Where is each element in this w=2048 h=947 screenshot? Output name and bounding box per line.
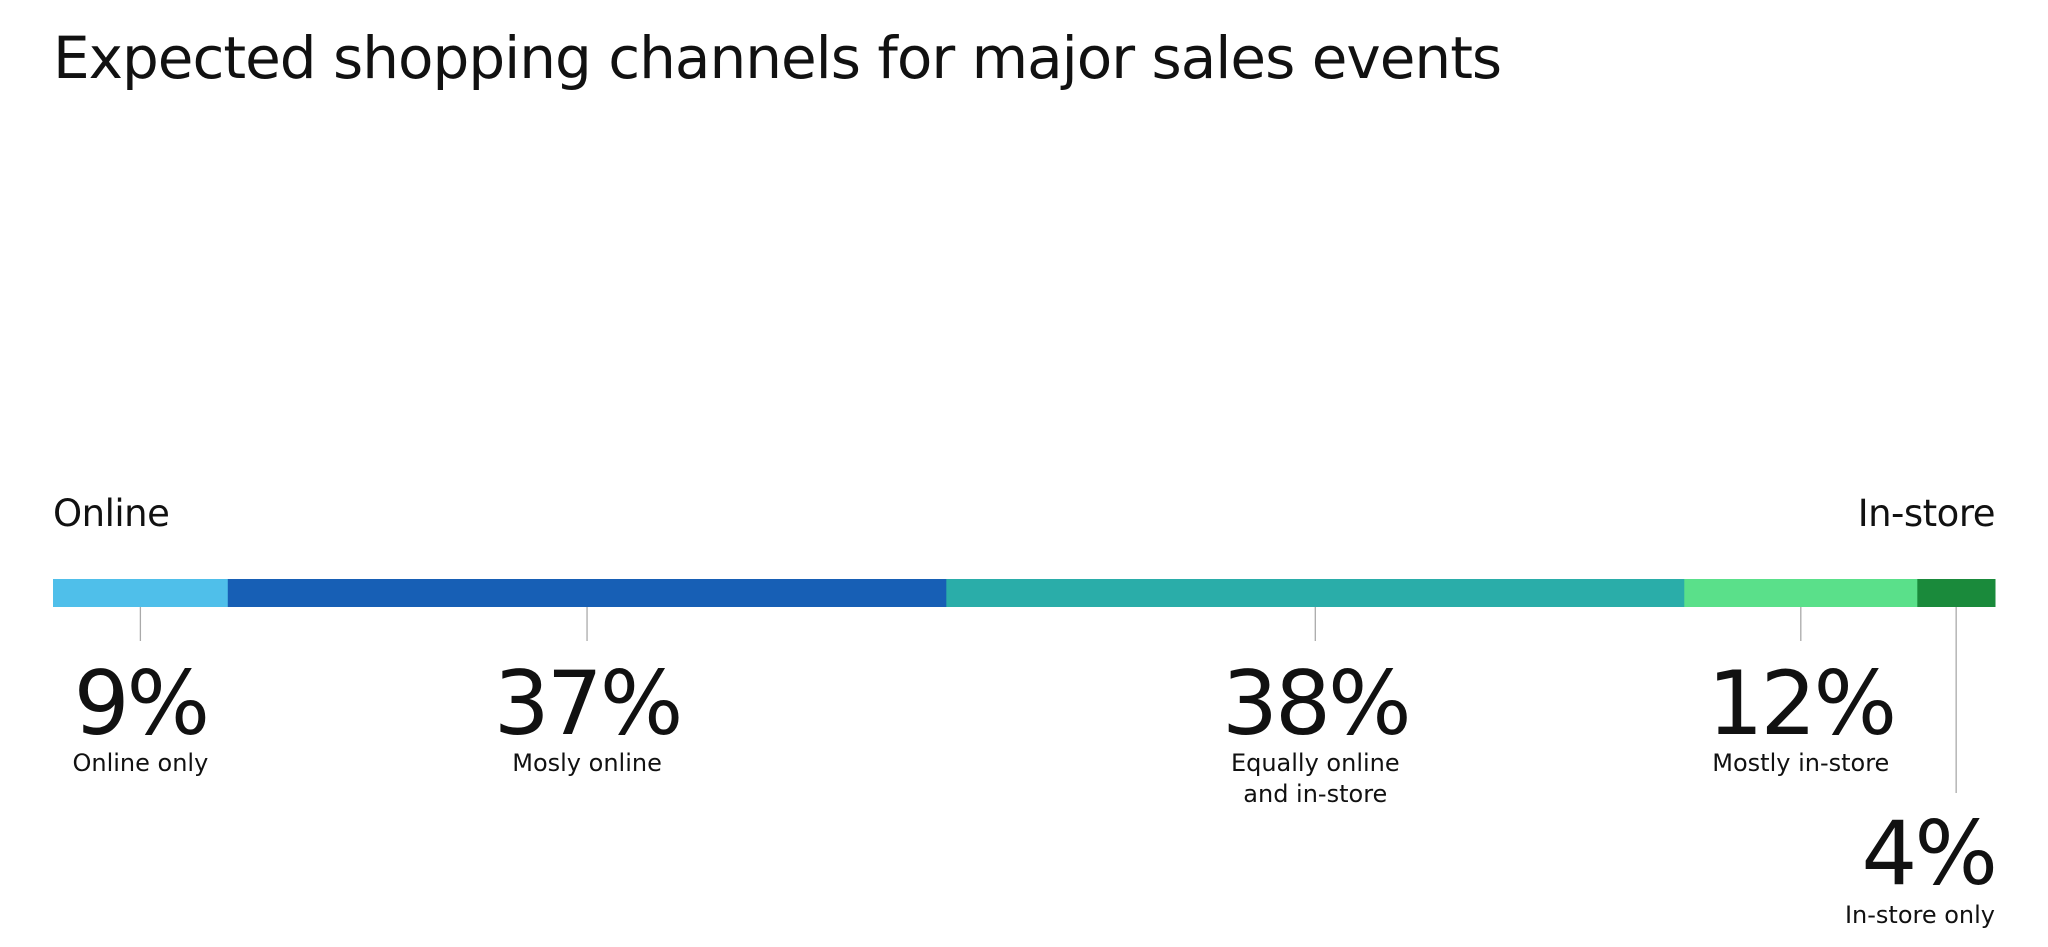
category-label: Equally online and in-store (1230, 749, 1400, 808)
value-label: 38% (1222, 652, 1412, 755)
in-store-end-label: In-store (1857, 492, 1996, 535)
category-label: Online only (72, 749, 209, 777)
category-label: In-store only (1844, 901, 1995, 929)
bar-segment (1684, 579, 1918, 607)
category-label: Mostly in-store (1712, 749, 1890, 777)
bar-segment (946, 579, 1685, 607)
value-label: 4% (1861, 802, 1998, 905)
value-label: 9% (73, 652, 211, 755)
chart-title: Expected shopping channels for major sal… (53, 24, 1502, 92)
value-label: 12% (1707, 652, 1898, 755)
online-end-label: Online (53, 492, 170, 535)
bar-segment (227, 579, 947, 607)
bar-segment (53, 579, 229, 607)
bar-segment (1917, 579, 1996, 607)
category-label: Mosly online (512, 749, 662, 777)
value-label: 37% (493, 652, 684, 755)
